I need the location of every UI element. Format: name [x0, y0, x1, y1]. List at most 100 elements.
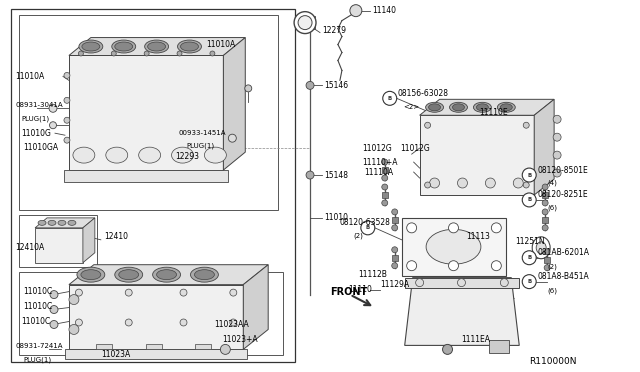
Text: 08931-7241A: 08931-7241A [15, 343, 63, 349]
Text: 11010: 11010 [324, 214, 348, 222]
Circle shape [382, 184, 388, 190]
Circle shape [415, 279, 424, 286]
Circle shape [230, 289, 237, 296]
Ellipse shape [204, 147, 227, 163]
Circle shape [492, 261, 501, 271]
Circle shape [64, 97, 70, 103]
Ellipse shape [294, 12, 316, 33]
Text: 11023AA: 11023AA [214, 320, 249, 329]
Circle shape [64, 117, 70, 123]
Text: B: B [365, 225, 370, 230]
Text: 11110+A: 11110+A [362, 158, 397, 167]
Circle shape [522, 168, 536, 182]
Circle shape [383, 92, 397, 105]
Polygon shape [243, 265, 268, 349]
Ellipse shape [177, 40, 202, 53]
Text: 15148: 15148 [324, 170, 348, 180]
Circle shape [306, 171, 314, 179]
Polygon shape [534, 99, 554, 195]
Circle shape [228, 134, 236, 142]
Circle shape [553, 133, 561, 141]
Circle shape [392, 263, 397, 269]
Circle shape [177, 51, 182, 56]
Circle shape [406, 261, 417, 271]
Polygon shape [420, 99, 554, 115]
Circle shape [180, 289, 187, 296]
Circle shape [125, 319, 132, 326]
Circle shape [449, 223, 458, 233]
Polygon shape [195, 344, 211, 357]
Ellipse shape [115, 42, 132, 51]
Circle shape [382, 200, 388, 206]
Circle shape [392, 209, 397, 215]
Ellipse shape [449, 102, 467, 112]
Polygon shape [35, 228, 83, 263]
Circle shape [542, 184, 548, 190]
Text: B: B [527, 279, 531, 284]
Ellipse shape [426, 229, 481, 264]
Polygon shape [490, 340, 509, 353]
Polygon shape [96, 344, 112, 357]
Text: 11023A: 11023A [101, 350, 130, 359]
Ellipse shape [79, 40, 103, 53]
Ellipse shape [532, 237, 550, 259]
Circle shape [180, 319, 187, 326]
Ellipse shape [180, 42, 198, 51]
Circle shape [553, 115, 561, 123]
Ellipse shape [536, 242, 546, 254]
Text: 11110A: 11110A [364, 167, 393, 177]
Ellipse shape [38, 220, 46, 225]
Text: 11251N: 11251N [515, 237, 545, 246]
Polygon shape [35, 218, 95, 228]
Text: 11023+A: 11023+A [222, 335, 258, 344]
Circle shape [69, 295, 79, 305]
Circle shape [442, 344, 452, 355]
Bar [11, 9, 295, 362]
Text: 08120-8251E: 08120-8251E [537, 190, 588, 199]
Ellipse shape [139, 147, 161, 163]
Text: PLUG(1): PLUG(1) [23, 356, 51, 363]
Circle shape [553, 151, 561, 159]
Polygon shape [69, 285, 243, 349]
Text: 11010A: 11010A [15, 72, 44, 81]
Circle shape [406, 223, 417, 233]
Text: (2): (2) [547, 263, 557, 270]
Text: <2>: <2> [404, 104, 420, 110]
Polygon shape [402, 218, 506, 276]
Text: 08156-63028: 08156-63028 [397, 89, 449, 98]
Polygon shape [65, 349, 247, 359]
Bar [19, 215, 97, 267]
Circle shape [210, 51, 215, 56]
Polygon shape [420, 115, 534, 195]
Circle shape [49, 122, 56, 129]
Ellipse shape [48, 220, 56, 225]
Circle shape [553, 169, 561, 177]
Text: 12279: 12279 [322, 26, 346, 35]
Text: 081AB-6201A: 081AB-6201A [537, 248, 589, 257]
Circle shape [500, 279, 508, 286]
Ellipse shape [195, 270, 214, 280]
Ellipse shape [452, 104, 465, 111]
Polygon shape [69, 38, 245, 55]
Circle shape [492, 223, 501, 233]
Circle shape [544, 249, 550, 255]
Text: 11112B: 11112B [358, 270, 387, 279]
Polygon shape [542, 192, 548, 198]
Circle shape [429, 178, 440, 188]
Polygon shape [223, 38, 245, 170]
Polygon shape [69, 55, 223, 170]
Text: 11010C: 11010C [23, 287, 52, 296]
Text: 11012G: 11012G [401, 144, 431, 153]
Ellipse shape [500, 104, 512, 111]
Text: (2): (2) [354, 232, 364, 239]
Circle shape [50, 291, 58, 299]
Circle shape [513, 178, 524, 188]
Ellipse shape [68, 220, 76, 225]
Bar [19, 272, 283, 355]
Polygon shape [305, 16, 315, 29]
Ellipse shape [152, 267, 180, 282]
Ellipse shape [474, 102, 492, 112]
Circle shape [76, 319, 83, 326]
Circle shape [144, 51, 149, 56]
Circle shape [382, 159, 388, 165]
